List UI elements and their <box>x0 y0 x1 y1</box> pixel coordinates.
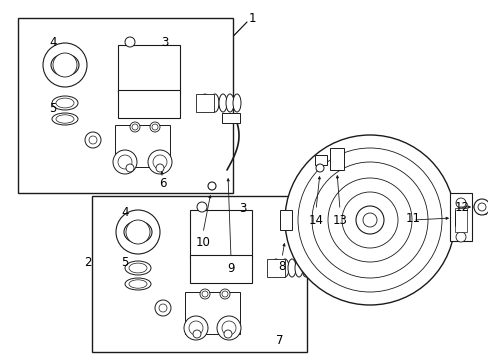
Ellipse shape <box>56 115 74 123</box>
Text: 7: 7 <box>276 333 283 346</box>
Circle shape <box>53 53 77 77</box>
Text: 6: 6 <box>159 176 166 189</box>
Circle shape <box>150 122 160 132</box>
Text: 12: 12 <box>453 201 468 213</box>
Ellipse shape <box>129 263 147 273</box>
Text: 13: 13 <box>332 213 347 226</box>
Circle shape <box>327 178 411 262</box>
Circle shape <box>222 321 236 335</box>
Circle shape <box>183 316 207 340</box>
Circle shape <box>155 300 171 316</box>
Ellipse shape <box>51 54 79 76</box>
Bar <box>18 18 232 193</box>
Circle shape <box>222 291 227 297</box>
Circle shape <box>156 164 163 172</box>
Bar <box>190 210 251 258</box>
Circle shape <box>125 37 135 47</box>
Circle shape <box>153 155 167 169</box>
Circle shape <box>207 182 216 190</box>
Ellipse shape <box>219 94 226 112</box>
Bar <box>280 210 291 230</box>
Circle shape <box>89 136 97 144</box>
Text: 11: 11 <box>405 212 420 225</box>
Ellipse shape <box>287 259 295 277</box>
Circle shape <box>311 162 427 278</box>
Bar <box>184 292 240 334</box>
Text: 8: 8 <box>278 261 285 274</box>
Ellipse shape <box>271 259 280 277</box>
Circle shape <box>126 164 134 172</box>
Circle shape <box>473 199 488 215</box>
Circle shape <box>455 232 465 242</box>
Circle shape <box>224 330 231 338</box>
Ellipse shape <box>52 96 78 110</box>
Circle shape <box>341 192 397 248</box>
Ellipse shape <box>225 94 234 112</box>
Ellipse shape <box>52 113 78 125</box>
Bar <box>118 45 180 93</box>
Bar <box>222 113 240 123</box>
Circle shape <box>217 316 241 340</box>
Circle shape <box>202 291 207 297</box>
Ellipse shape <box>201 94 208 112</box>
Circle shape <box>220 289 229 299</box>
Circle shape <box>189 321 203 335</box>
Circle shape <box>118 155 132 169</box>
Bar <box>92 196 306 352</box>
Bar <box>190 255 251 283</box>
Ellipse shape <box>124 221 152 243</box>
Circle shape <box>152 124 158 130</box>
Text: 3: 3 <box>239 202 246 215</box>
Circle shape <box>132 124 138 130</box>
Text: 9: 9 <box>227 261 234 274</box>
Circle shape <box>455 198 465 208</box>
Circle shape <box>43 43 87 87</box>
Ellipse shape <box>281 259 288 277</box>
Text: 5: 5 <box>49 102 57 114</box>
Ellipse shape <box>129 280 147 288</box>
Circle shape <box>197 202 206 212</box>
Bar <box>454 208 466 232</box>
Bar <box>314 155 326 165</box>
Bar <box>196 94 214 112</box>
Circle shape <box>113 150 137 174</box>
Bar <box>115 125 170 167</box>
Circle shape <box>477 203 485 211</box>
Circle shape <box>355 206 383 234</box>
Text: 14: 14 <box>308 213 323 226</box>
Ellipse shape <box>56 98 74 108</box>
Circle shape <box>126 220 150 244</box>
Text: 4: 4 <box>121 206 128 219</box>
Circle shape <box>193 330 201 338</box>
Text: 3: 3 <box>161 36 168 49</box>
Ellipse shape <box>232 94 241 112</box>
Text: 10: 10 <box>195 235 210 248</box>
Ellipse shape <box>210 94 219 112</box>
Circle shape <box>200 289 209 299</box>
Circle shape <box>159 304 167 312</box>
Ellipse shape <box>125 278 151 290</box>
Circle shape <box>85 132 101 148</box>
Text: 4: 4 <box>49 36 57 49</box>
Ellipse shape <box>125 261 151 275</box>
Ellipse shape <box>302 259 309 277</box>
Text: 2: 2 <box>84 256 92 269</box>
Bar <box>329 148 343 170</box>
Circle shape <box>362 213 376 227</box>
Text: 1: 1 <box>248 12 255 24</box>
Circle shape <box>116 210 160 254</box>
Circle shape <box>130 122 140 132</box>
Bar <box>118 90 180 118</box>
Circle shape <box>285 135 454 305</box>
Circle shape <box>315 164 324 172</box>
Bar <box>449 193 471 241</box>
Text: 5: 5 <box>121 256 128 269</box>
Ellipse shape <box>294 259 303 277</box>
Circle shape <box>148 150 172 174</box>
Bar <box>266 259 285 277</box>
Circle shape <box>297 148 441 292</box>
